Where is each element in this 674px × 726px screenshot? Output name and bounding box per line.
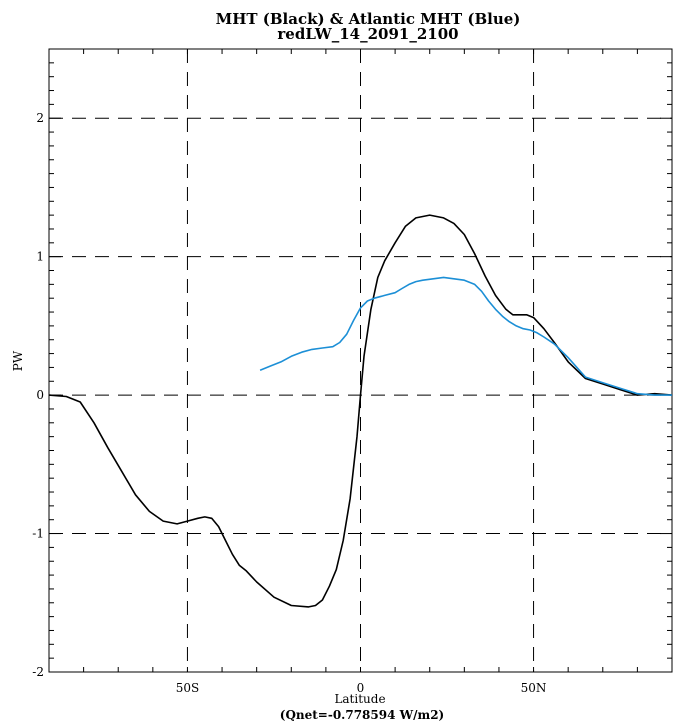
chart-subtitle: redLW_14_2091_2100 — [277, 25, 458, 43]
y-tick-labels: -2 -1 0 1 2 — [32, 111, 44, 679]
x-axis-label: Latitude — [334, 692, 385, 706]
y-tick-label-1: -1 — [32, 527, 44, 541]
series-line-0 — [48, 214, 673, 608]
y-tick-label-0: -2 — [32, 665, 44, 679]
qnet-note: (Qnet=-0.778594 W/m2) — [280, 708, 444, 722]
series-line-1 — [259, 276, 672, 396]
y-axis-label: PW — [11, 350, 25, 371]
x-tick-label-0: 50S — [176, 681, 200, 695]
plot-frame — [48, 48, 673, 673]
series-lines — [48, 214, 673, 608]
x-tick-labels: 50S 0 50N — [176, 681, 547, 695]
x-tick-label-2: 50N — [521, 681, 547, 695]
grid-lines — [49, 49, 672, 672]
y-tick-label-3: 1 — [36, 250, 44, 264]
minor-ticks — [49, 49, 672, 672]
y-tick-label-4: 2 — [36, 111, 44, 125]
chart-title: MHT (Black) & Atlantic MHT (Blue) — [216, 10, 521, 28]
x-tick-label-1: 0 — [357, 681, 365, 695]
y-tick-label-2: 0 — [36, 388, 44, 402]
